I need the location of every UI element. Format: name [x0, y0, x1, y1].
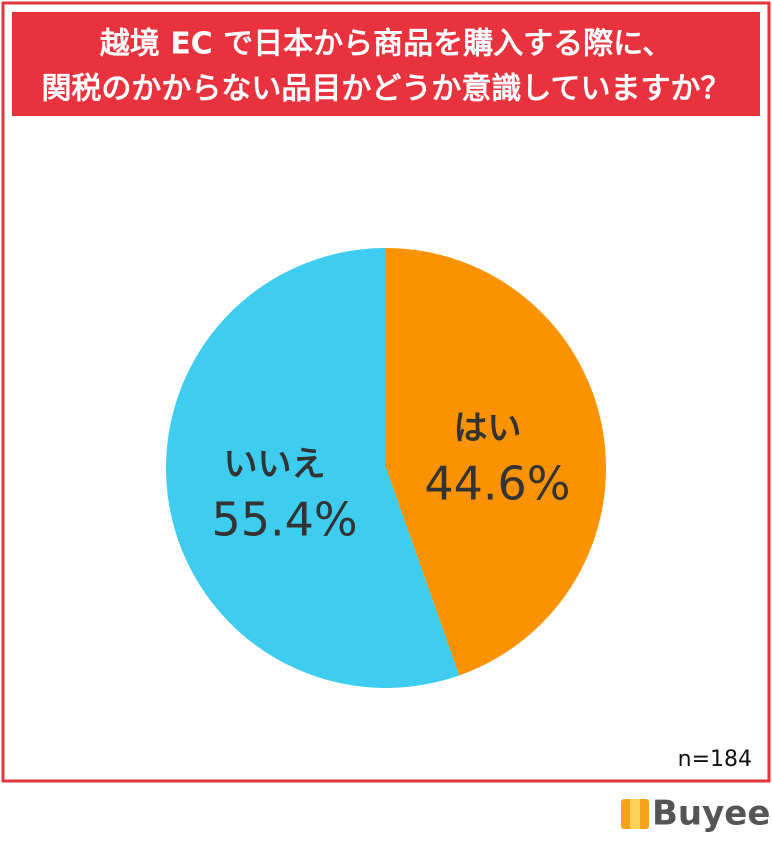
- pie-slice: [166, 247, 460, 689]
- chart-title: 越境 EC で日本から商品を購入する際に、: [100, 27, 673, 62]
- sample-note: n=184: [678, 747, 752, 772]
- pie: はい 44.6% いいえ 55.4%: [166, 247, 607, 689]
- brand-logo: Buyee: [621, 794, 770, 834]
- pie-slice: [386, 248, 607, 676]
- logo-stripe: [630, 799, 640, 829]
- value-label: 44.6%: [424, 456, 570, 510]
- slice-label: いいえ: [224, 445, 326, 485]
- title-banner: [12, 12, 760, 116]
- chart-title: 関税のかからない品目かどうか意識していますか？: [41, 72, 730, 107]
- slice-label: はい: [453, 408, 521, 448]
- brand-name: Buyee: [652, 794, 770, 834]
- value-label: 55.4%: [211, 493, 357, 547]
